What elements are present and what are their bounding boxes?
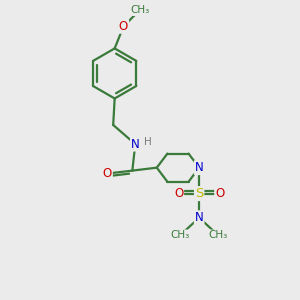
Text: N: N — [195, 161, 203, 174]
Text: N: N — [131, 138, 140, 151]
Text: O: O — [174, 187, 183, 200]
Text: S: S — [195, 187, 203, 200]
Text: CH₃: CH₃ — [130, 5, 149, 15]
Text: H: H — [144, 137, 152, 147]
Text: N: N — [195, 211, 203, 224]
Text: O: O — [103, 167, 112, 180]
Text: O: O — [119, 20, 128, 33]
Text: CH₃: CH₃ — [170, 230, 190, 240]
Text: O: O — [215, 187, 224, 200]
Text: CH₃: CH₃ — [209, 230, 228, 240]
